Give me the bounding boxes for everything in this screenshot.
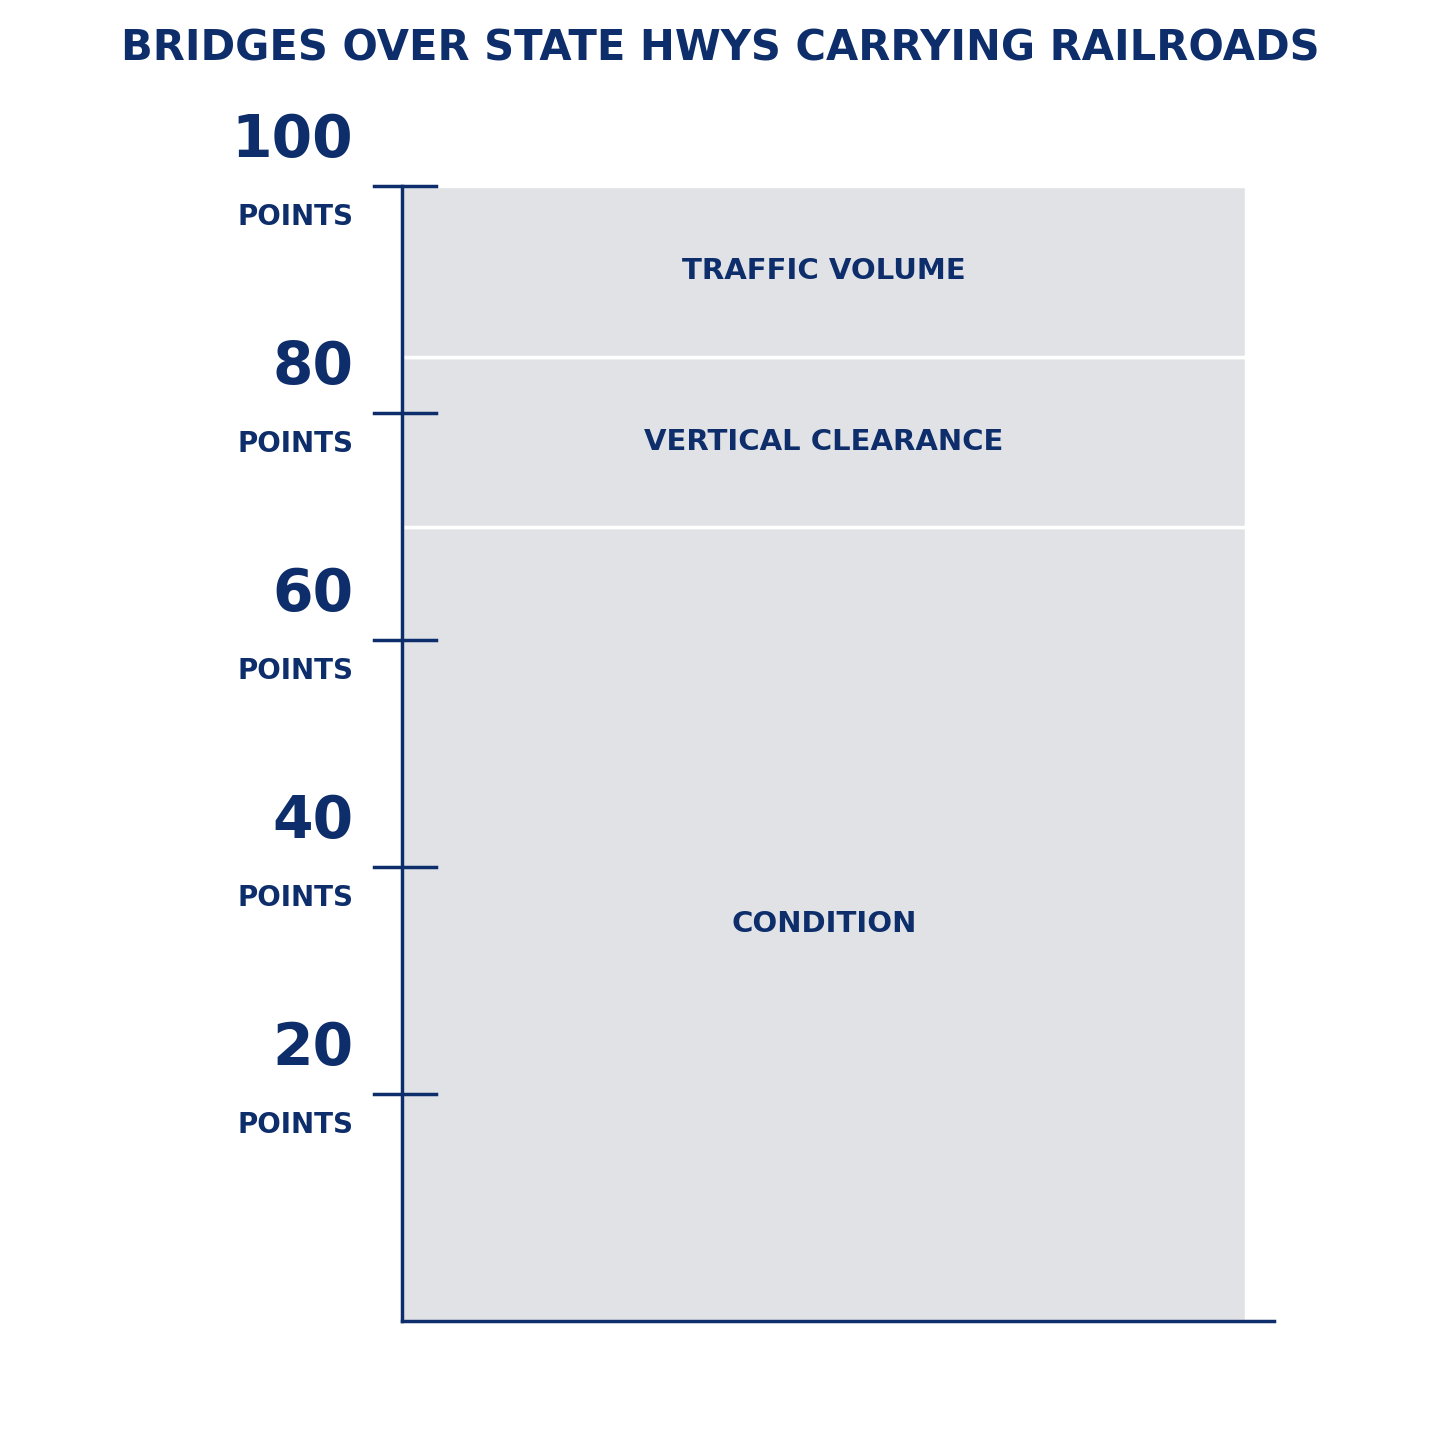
Text: POINTS: POINTS <box>238 884 353 913</box>
Text: POINTS: POINTS <box>238 203 353 232</box>
Text: TRAFFIC VOLUME: TRAFFIC VOLUME <box>683 258 966 285</box>
Text: 80: 80 <box>272 340 353 396</box>
Text: 20: 20 <box>272 1021 353 1077</box>
Text: POINTS: POINTS <box>238 1112 353 1139</box>
Text: 60: 60 <box>272 566 353 624</box>
Text: POINTS: POINTS <box>238 431 353 458</box>
Bar <box>402 527 1246 1322</box>
Text: CONDITION: CONDITION <box>732 910 916 937</box>
Bar <box>402 357 1246 527</box>
Text: 40: 40 <box>272 793 353 851</box>
Text: 100: 100 <box>232 112 353 170</box>
Text: VERTICAL CLEARANCE: VERTICAL CLEARANCE <box>644 428 1004 455</box>
Bar <box>402 186 1246 357</box>
Text: POINTS: POINTS <box>238 658 353 685</box>
Title: BRIDGES OVER STATE HWYS CARRYING RAILROADS: BRIDGES OVER STATE HWYS CARRYING RAILROA… <box>121 27 1319 69</box>
